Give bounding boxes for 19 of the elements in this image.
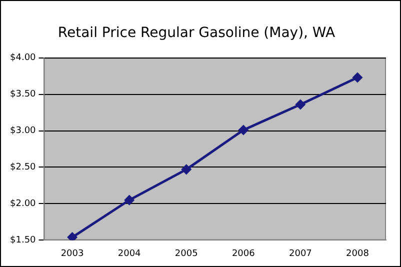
point	[296, 100, 306, 110]
x-tick-label: 2006	[232, 248, 256, 259]
y-tick-label: $3.50	[10, 90, 36, 100]
x-tick-label: 2004	[118, 248, 142, 259]
point	[124, 195, 134, 205]
y-tick-label: $2.50	[10, 162, 36, 173]
point	[238, 125, 248, 135]
y-tick-label: $2.00	[10, 199, 36, 210]
y-tick-label: $1.50	[10, 236, 36, 246]
x-tick-label: 2008	[346, 248, 370, 259]
point	[352, 72, 362, 82]
x-tick-label: 2003	[60, 248, 84, 259]
y-tick-label: $3.00	[10, 126, 36, 136]
chart-title: Retail Price Regular Gasoline (May), WA	[58, 25, 336, 42]
x-tick-label: 2005	[174, 248, 198, 259]
point	[68, 232, 78, 240]
y-tick-label: $4.00	[10, 53, 36, 64]
point	[182, 164, 192, 174]
x-tick-label: 2007	[288, 248, 312, 259]
